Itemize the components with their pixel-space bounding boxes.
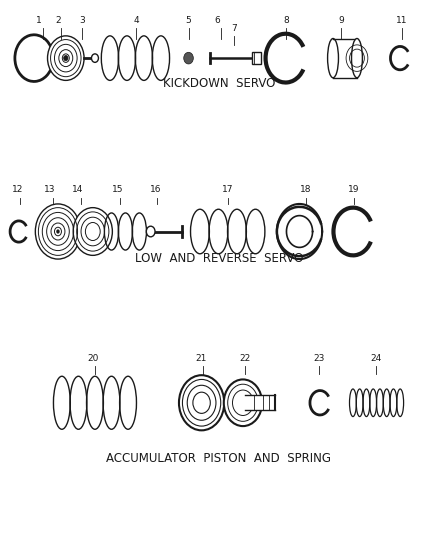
Text: 5: 5 (186, 16, 191, 25)
Text: 6: 6 (214, 16, 220, 25)
Circle shape (64, 55, 68, 61)
Text: 13: 13 (43, 185, 55, 195)
Text: 19: 19 (348, 185, 360, 195)
Text: 11: 11 (396, 16, 407, 25)
Text: 15: 15 (112, 185, 124, 195)
Text: 18: 18 (300, 185, 312, 195)
Text: 22: 22 (240, 354, 251, 363)
Text: 2: 2 (55, 16, 61, 25)
Text: 12: 12 (12, 185, 24, 195)
Text: 1: 1 (35, 16, 41, 25)
Circle shape (184, 52, 193, 64)
Text: 24: 24 (370, 354, 381, 363)
Circle shape (179, 375, 224, 430)
Bar (333, 38, 357, 78)
Text: 16: 16 (150, 185, 162, 195)
Circle shape (73, 208, 113, 255)
Text: 20: 20 (87, 354, 99, 363)
Bar (252, 52, 261, 64)
Text: 9: 9 (338, 16, 344, 25)
Text: 21: 21 (195, 354, 206, 363)
Circle shape (92, 54, 99, 62)
Text: KICKDOWN  SERVO: KICKDOWN SERVO (163, 77, 275, 90)
Ellipse shape (328, 38, 339, 78)
Text: ACCUMULATOR  PISTON  AND  SPRING: ACCUMULATOR PISTON AND SPRING (106, 452, 332, 465)
Text: 23: 23 (314, 354, 325, 363)
Circle shape (224, 379, 262, 426)
Text: 3: 3 (79, 16, 85, 25)
Text: LOW  AND  REVERSE  SERVO: LOW AND REVERSE SERVO (135, 252, 303, 265)
Text: 8: 8 (283, 16, 290, 25)
Text: 17: 17 (222, 185, 233, 195)
Circle shape (56, 229, 60, 233)
Circle shape (47, 36, 84, 80)
Polygon shape (277, 204, 322, 259)
Circle shape (35, 204, 81, 259)
Ellipse shape (352, 38, 362, 78)
Bar (245, 395, 275, 410)
Text: 14: 14 (72, 185, 83, 195)
Text: 4: 4 (134, 16, 139, 25)
Text: 7: 7 (231, 24, 237, 33)
Circle shape (146, 226, 155, 237)
